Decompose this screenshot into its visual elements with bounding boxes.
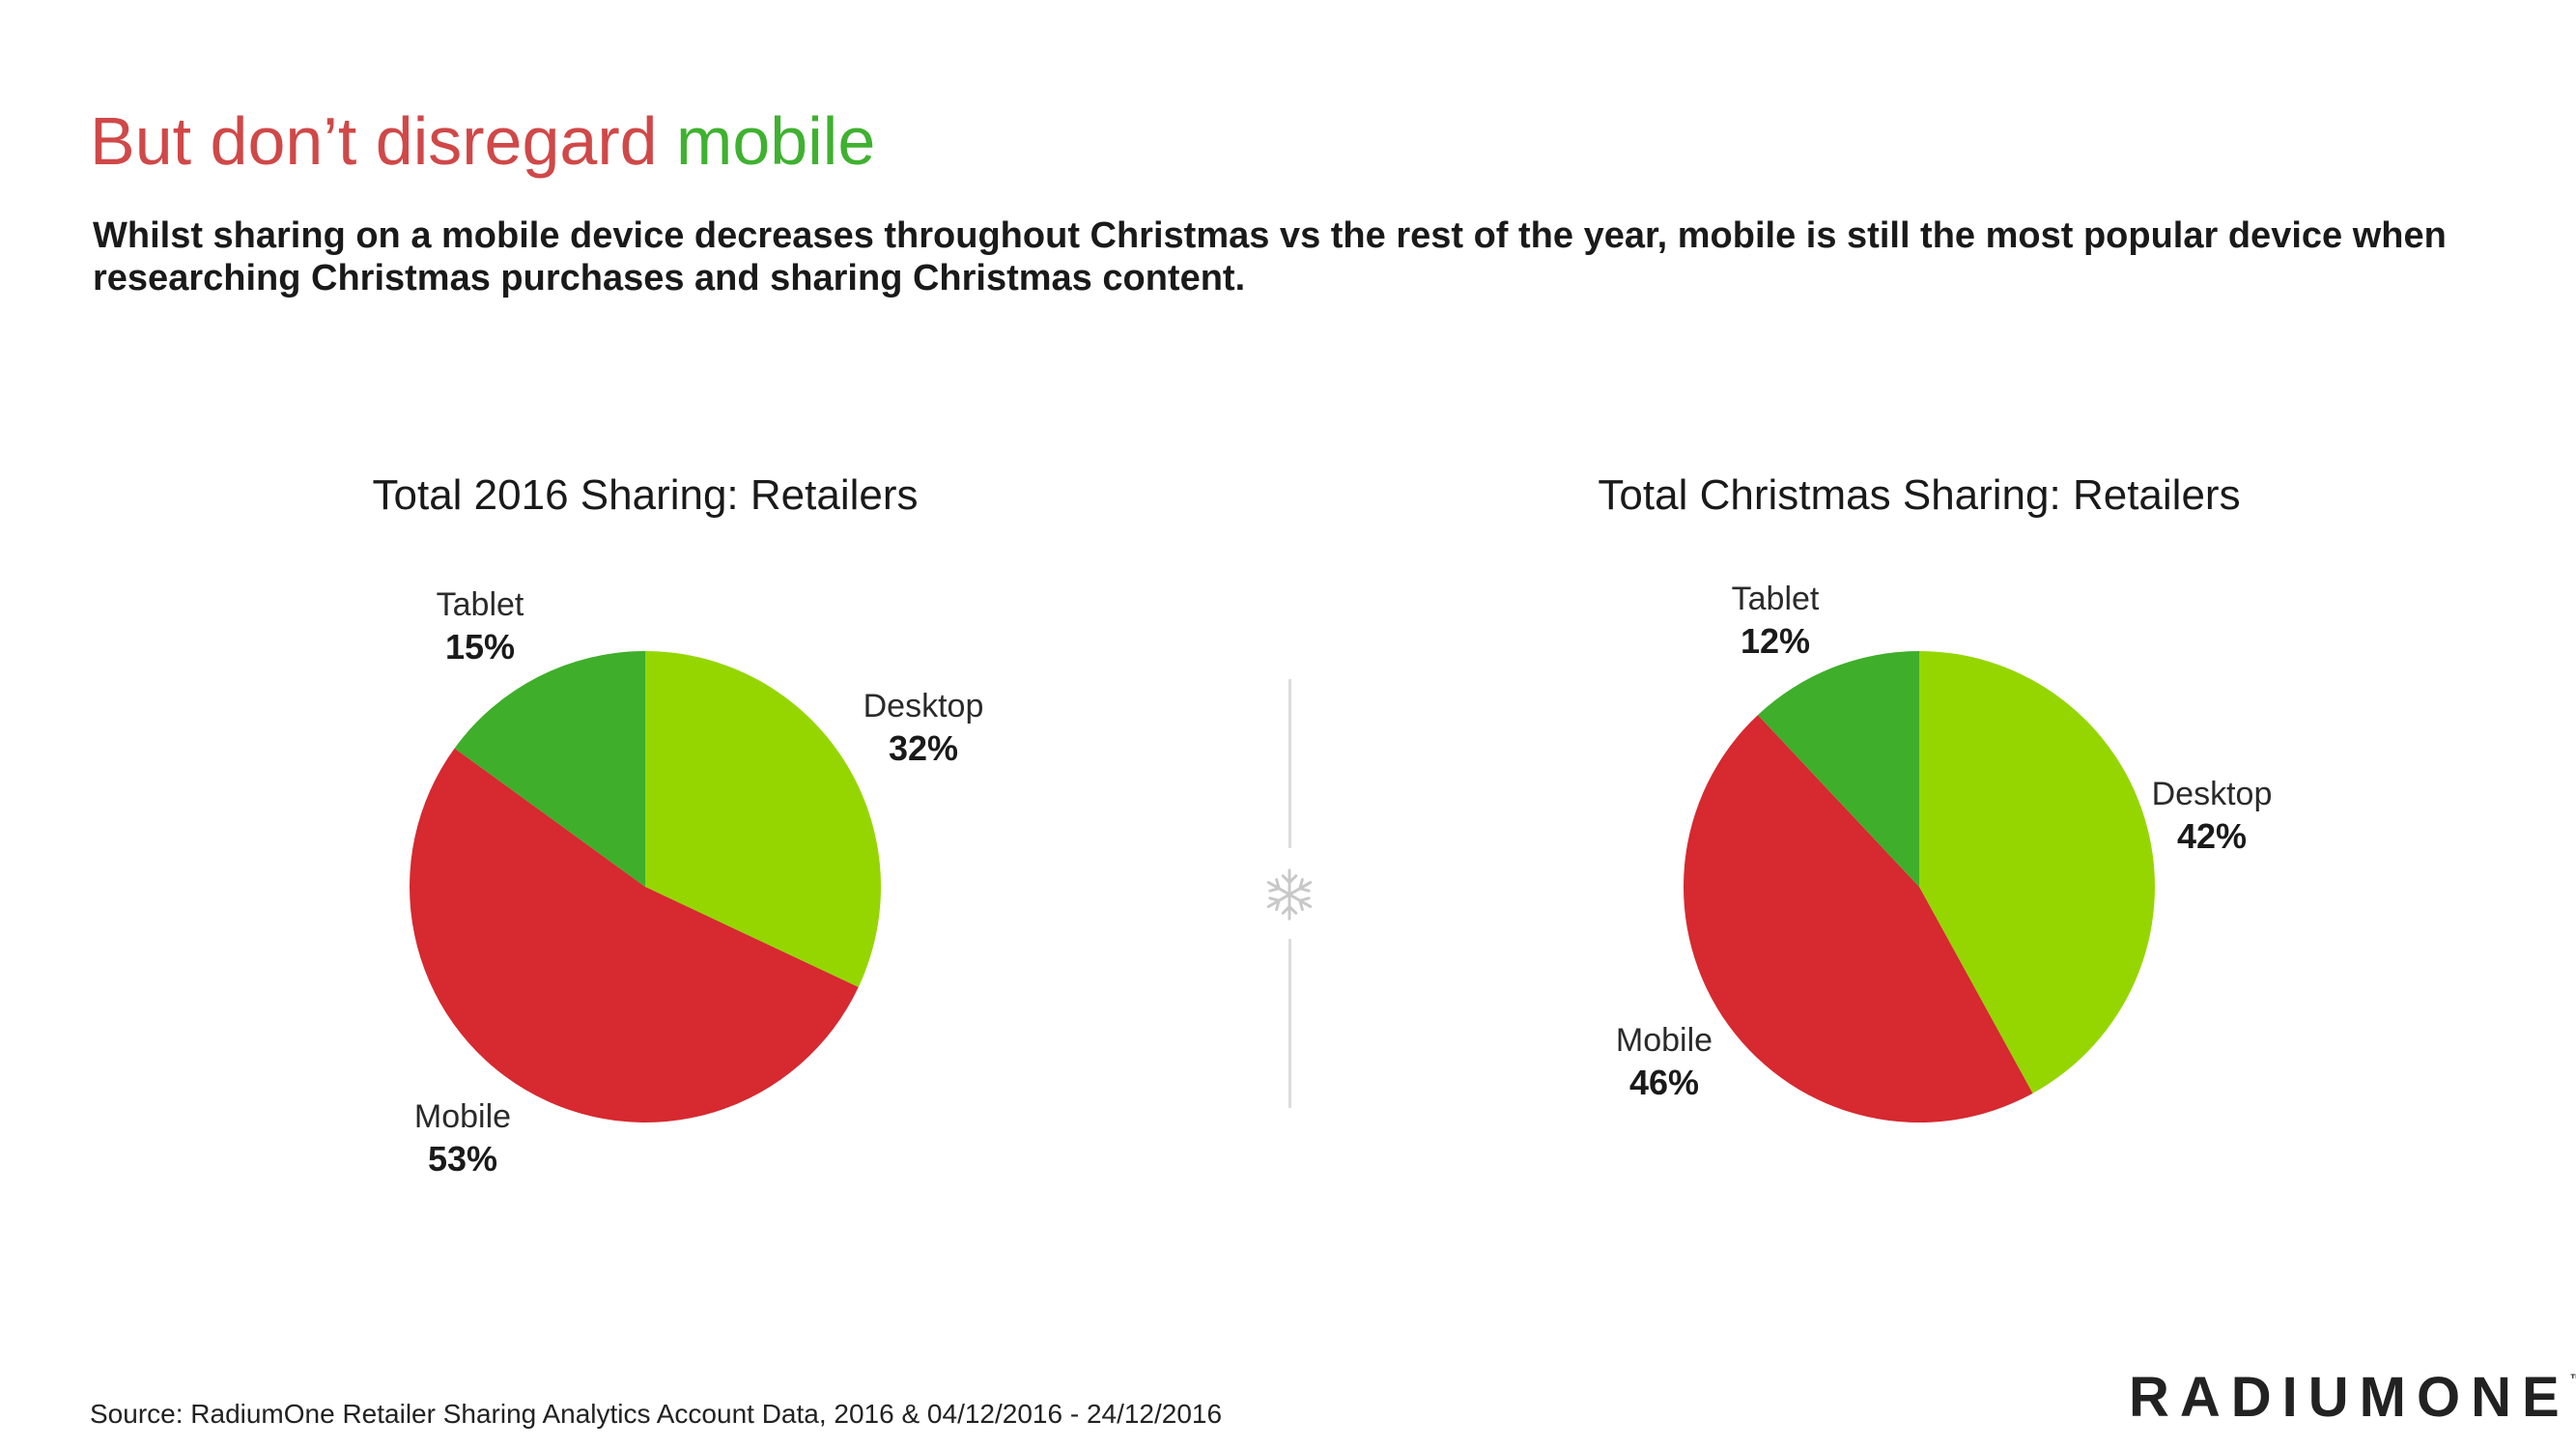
slice-value: 15% — [444, 627, 516, 667]
slice-name: Desktop — [863, 688, 984, 724]
source-note: Source: RadiumOne Retailer Sharing Analy… — [90, 1399, 1223, 1429]
slice-name: Mobile — [413, 1098, 512, 1135]
pie-slice-mobile-2016 — [410, 748, 859, 1122]
title-part-red: But don’t disregard — [90, 103, 658, 179]
pie-slice-tablet-christmas — [1757, 651, 1919, 887]
chart-2-title: Total Christmas Sharing: Retailers — [1598, 471, 2241, 519]
pie-chart-christmas — [1683, 651, 2156, 1123]
slice-label-tablet-2016: Tablet 15% — [437, 583, 524, 668]
trademark-mark: ™ — [2570, 1371, 2576, 1386]
slice-label-mobile-christmas: Mobile 46% — [1616, 1019, 1713, 1104]
slice-value: 53% — [427, 1139, 498, 1179]
snowflake-icon — [1266, 868, 1313, 921]
pie-chart-2016 — [410, 651, 882, 1122]
chart-1-title: Total 2016 Sharing: Retailers — [372, 471, 919, 519]
slice-value: 32% — [888, 728, 959, 768]
radiumone-logo: RADIUMONE™ — [2129, 1365, 2576, 1430]
slice-value: 46% — [1628, 1063, 1700, 1102]
pie-slice-mobile-christmas — [1683, 715, 2033, 1123]
slice-name: Mobile — [1615, 1022, 1713, 1059]
slice-name: Desktop — [2151, 776, 2273, 812]
slice-label-tablet-christmas: Tablet 12% — [1732, 578, 1820, 663]
divider-line-top — [1288, 679, 1291, 848]
pie-slice-desktop-2016 — [645, 651, 882, 987]
logo-text: RADIUMONE — [2129, 1366, 2570, 1429]
pie-slice-tablet-2016 — [454, 651, 645, 887]
slice-label-mobile-2016: Mobile 53% — [414, 1095, 511, 1180]
pie-slice-desktop-christmas — [1919, 651, 2156, 1094]
title-part-green: mobile — [676, 103, 876, 179]
slice-value: 42% — [2176, 816, 2248, 856]
page-subtitle: Whilst sharing on a mobile device decrea… — [93, 215, 2447, 298]
slice-name: Tablet — [436, 586, 524, 623]
slice-label-desktop-christmas: Desktop 42% — [2152, 773, 2273, 858]
slice-value: 12% — [1740, 621, 1811, 661]
divider-line-bottom — [1288, 939, 1291, 1108]
slice-label-desktop-2016: Desktop 32% — [863, 685, 984, 770]
slice-name: Tablet — [1731, 581, 1820, 617]
page-title: But don’t disregard mobile — [90, 102, 875, 181]
